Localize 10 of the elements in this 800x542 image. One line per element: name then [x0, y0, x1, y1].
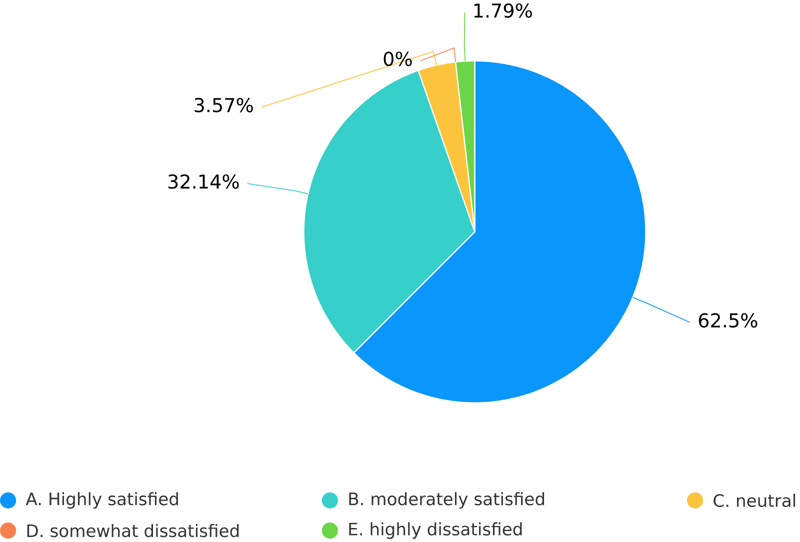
- legend-label: A. Highly satisfied: [26, 492, 178, 509]
- data-label: 62.5%: [698, 313, 758, 328]
- legend-label: C. neutral: [714, 494, 796, 507]
- legend-label: B. moderately satisfied: [349, 492, 544, 509]
- text: 0%: [384, 52, 412, 66]
- data-label: 1.79%: [474, 3, 532, 18]
- legend-label: E. highly dissatisfied: [349, 522, 522, 539]
- data-label: 3.57%: [194, 98, 253, 112]
- data-label: 32.14%: [168, 174, 239, 189]
- legend-label: D. somewhat dissatisfied: [27, 524, 239, 538]
